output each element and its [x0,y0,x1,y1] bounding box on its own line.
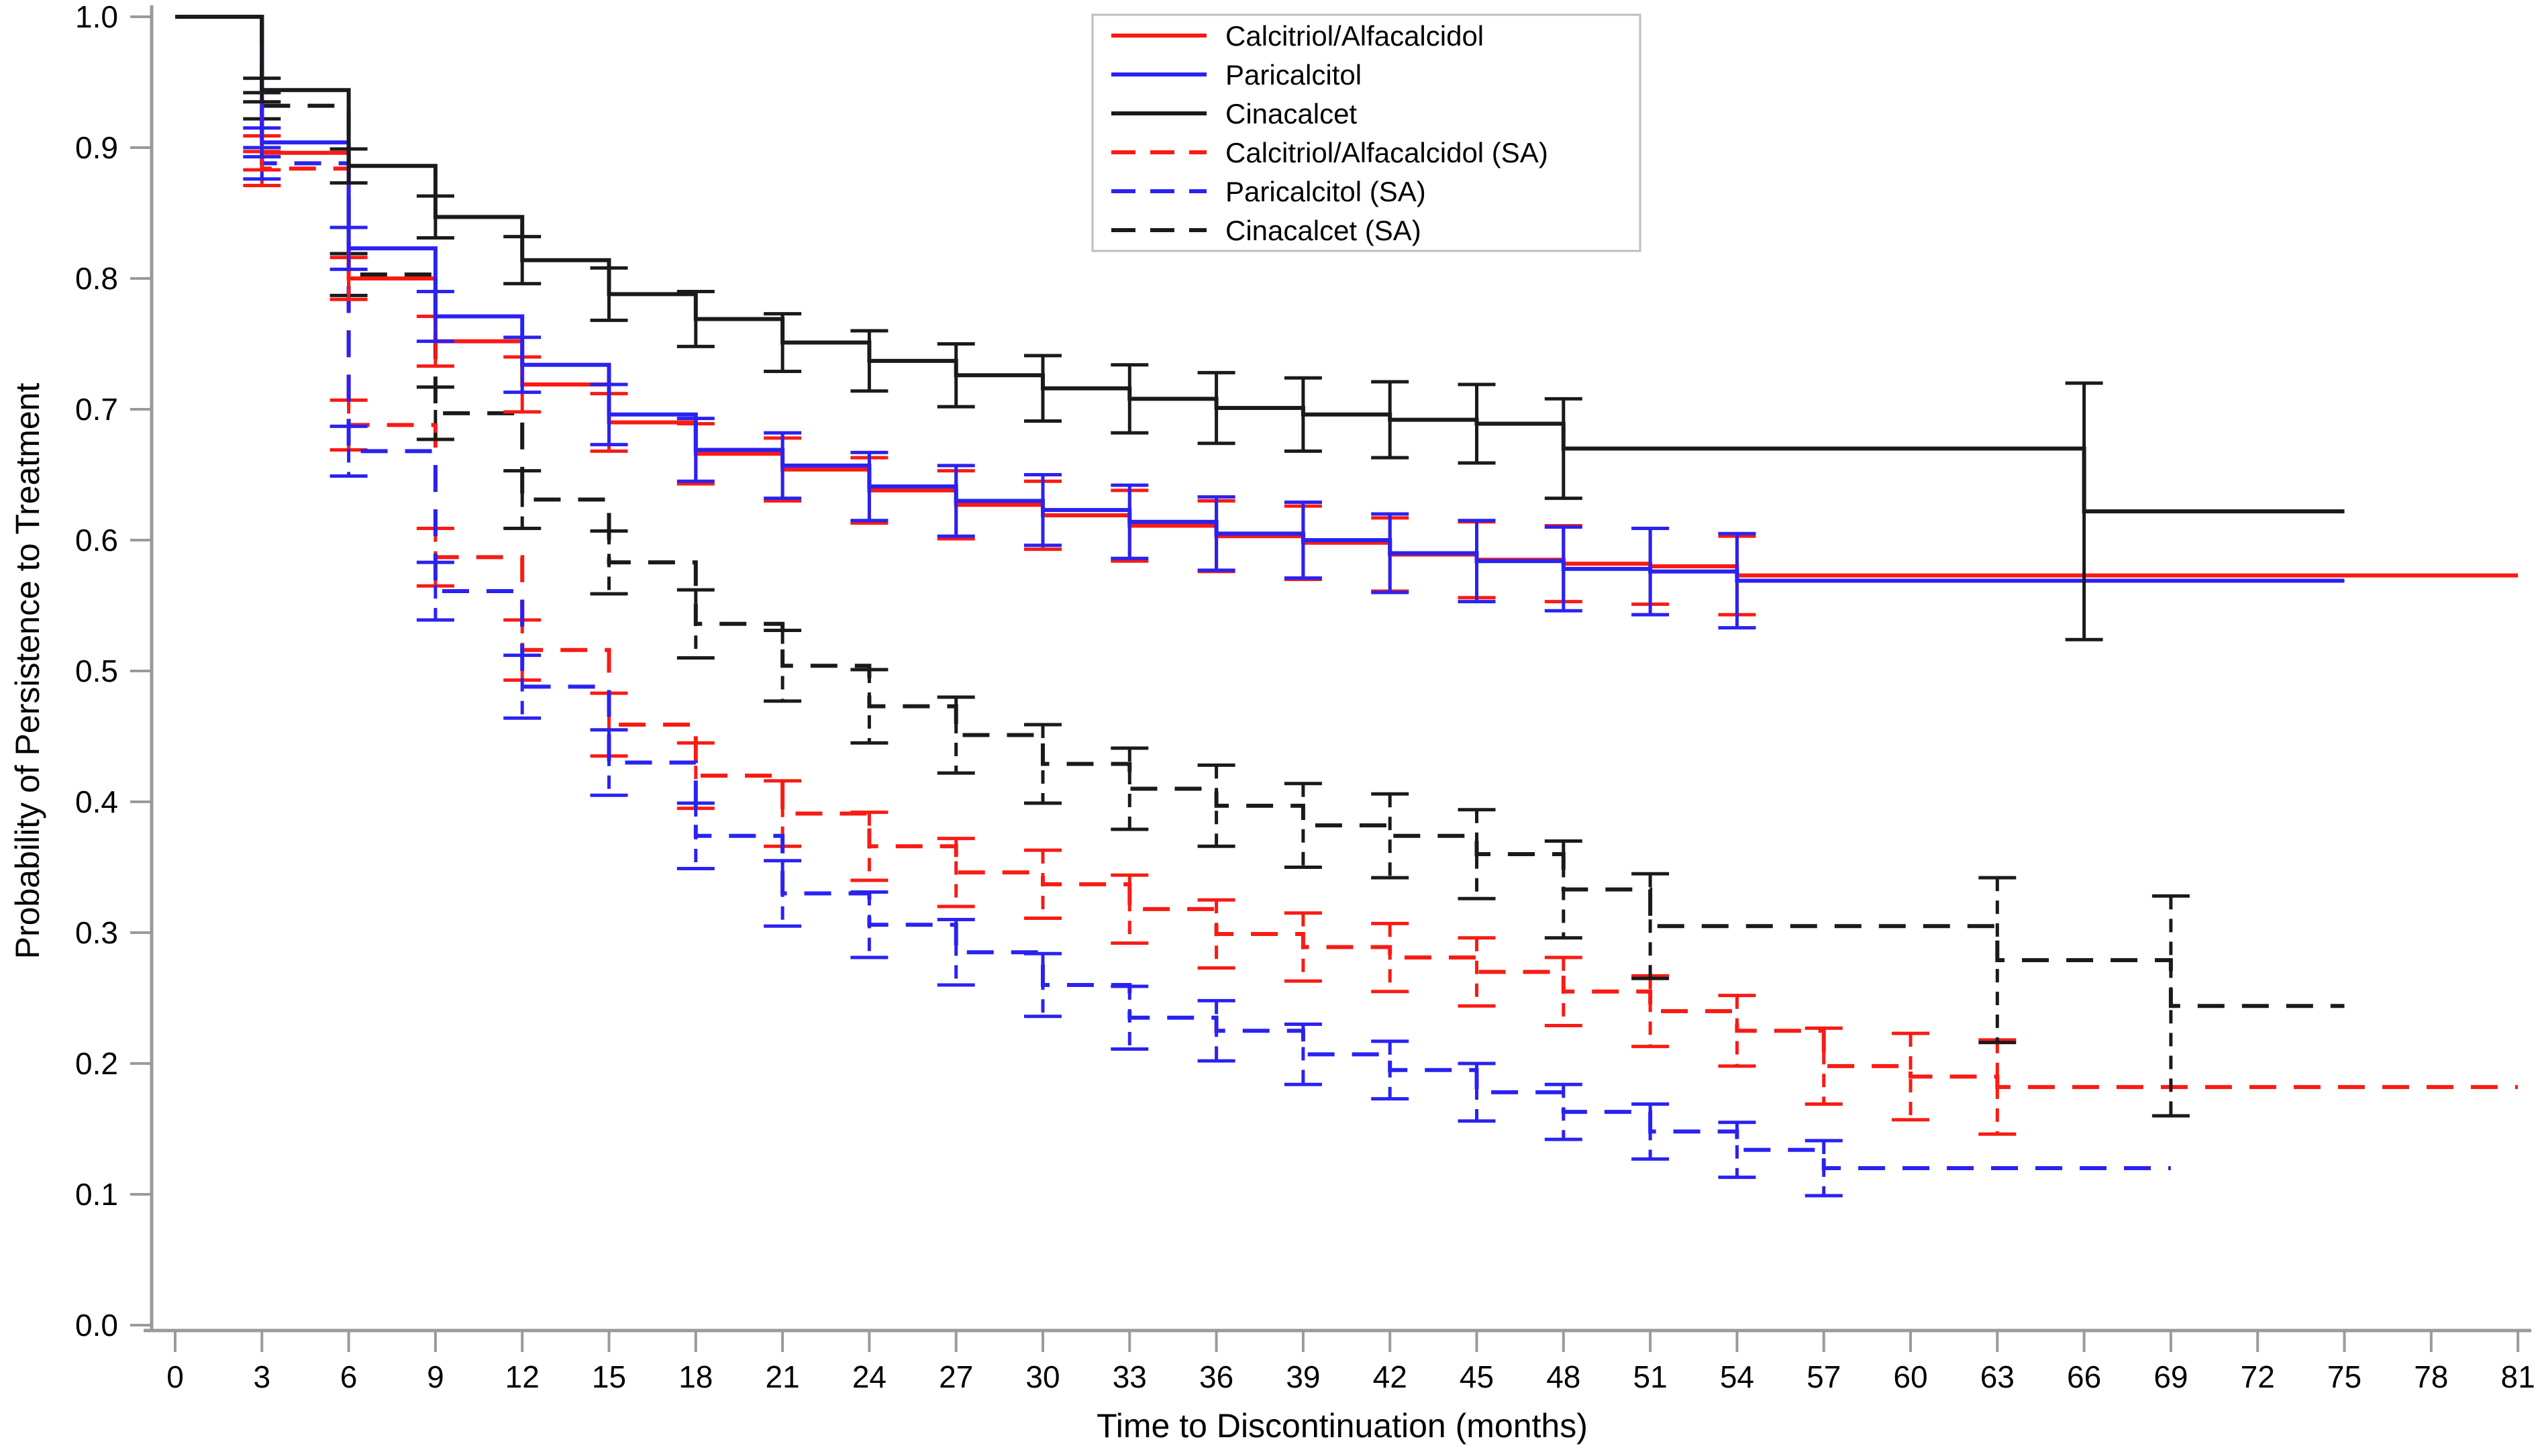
x-tick-label: 48 [1546,1359,1580,1394]
x-tick-label: 39 [1286,1359,1320,1394]
x-tick-label: 42 [1373,1359,1407,1394]
x-tick-label: 6 [340,1359,358,1394]
legend-label: Calcitriol/Alfacalcidol (SA) [1225,137,1548,168]
x-tick-label: 66 [2067,1359,2101,1394]
y-tick-label: 0.4 [75,784,118,819]
x-tick-label: 63 [1980,1359,2015,1394]
series-paricalcitol-sa [175,15,2171,1198]
x-tick-label: 51 [1633,1359,1668,1394]
x-tick-label: 54 [1720,1359,1754,1394]
series-paricalcitol [175,15,2345,630]
legend-label: Paricalcitol (SA) [1225,176,1426,207]
x-tick-label: 30 [1025,1359,1060,1394]
curve-paricalcitol [175,15,2345,583]
y-tick-label: 0.3 [75,915,118,950]
y-tick-label: 1.0 [75,0,118,34]
legend: Calcitriol/Alfacalcidol Paricalcitol Cinac… [1091,13,1641,252]
series-cinacalcet [175,15,2345,641]
x-axis-title: Time to Discontinuation (months) [1097,1407,1588,1445]
curve-cinacalcet-sa [175,15,2345,1008]
x-tick-label: 9 [427,1359,444,1394]
y-tick-label: 0.1 [75,1177,118,1212]
y-tick-label: 0.6 [75,523,118,558]
curve-paricalcitol-sa [175,15,2171,1170]
y-axis-title: Probability of Persistence to Treatment [9,383,46,959]
y-tick-label: 0.0 [75,1308,118,1343]
legend-label: Calcitriol/Alfacalcidol [1225,20,1484,52]
x-tick-label: 78 [2414,1359,2448,1394]
curve-calcitriol-alfacalcidol-sa [175,15,2519,1090]
y-tick-label: 0.2 [75,1046,118,1081]
x-tick-label: 72 [2241,1359,2275,1394]
y-tick-label: 0.7 [75,392,118,427]
x-tick-label: 75 [2327,1359,2362,1394]
legend-entry-cinacalcet: Cinacalcet [1111,98,1357,129]
x-tick-label: 27 [939,1359,973,1394]
x-tick-label: 0 [166,1359,184,1394]
legend-entry-cinacalcet-sa: Cinacalcet (SA) [1111,215,1421,246]
axes: 0.00.10.20.30.40.50.60.70.80.91.00 3 6 9 12 1… [75,0,2535,1394]
y-tick-label: 0.9 [75,130,118,165]
legend-box [1091,13,1641,252]
curve-cinacalcet [175,15,2345,514]
legend-entry-paricalcitol: Paricalcitol [1111,59,1362,91]
x-tick-label: 18 [678,1359,713,1394]
x-tick-label: 24 [852,1359,886,1394]
y-tick-label: 0.8 [75,261,118,296]
legend-entry-calcitriol-alfacalcidol: Calcitriol/Alfacalcidol [1111,20,1484,52]
legend-entry-paricalcitol-sa: Paricalcitol (SA) [1111,176,1426,207]
x-tick-label: 45 [1460,1359,1494,1394]
x-tick-label: 36 [1199,1359,1233,1394]
x-tick-label: 60 [1893,1359,1927,1394]
legend-label: Cinacalcet [1225,98,1357,129]
x-tick-label: 69 [2153,1359,2188,1394]
legend-label: Cinacalcet (SA) [1225,215,1421,246]
survival-curves [175,15,2519,1198]
y-tick-label: 0.5 [75,654,118,688]
x-tick-label: 33 [1113,1359,1147,1394]
x-tick-label: 15 [592,1359,626,1394]
x-tick-label: 12 [505,1359,540,1394]
legend-entry-calcitriol-alfacalcidol-sa: Calcitriol/Alfacalcidol (SA) [1111,137,1548,168]
x-tick-label: 57 [1807,1359,1841,1394]
legend-label: Paricalcitol [1225,59,1362,91]
x-tick-label: 81 [2501,1359,2535,1394]
x-tick-label: 21 [766,1359,800,1394]
x-tick-label: 3 [254,1359,271,1394]
